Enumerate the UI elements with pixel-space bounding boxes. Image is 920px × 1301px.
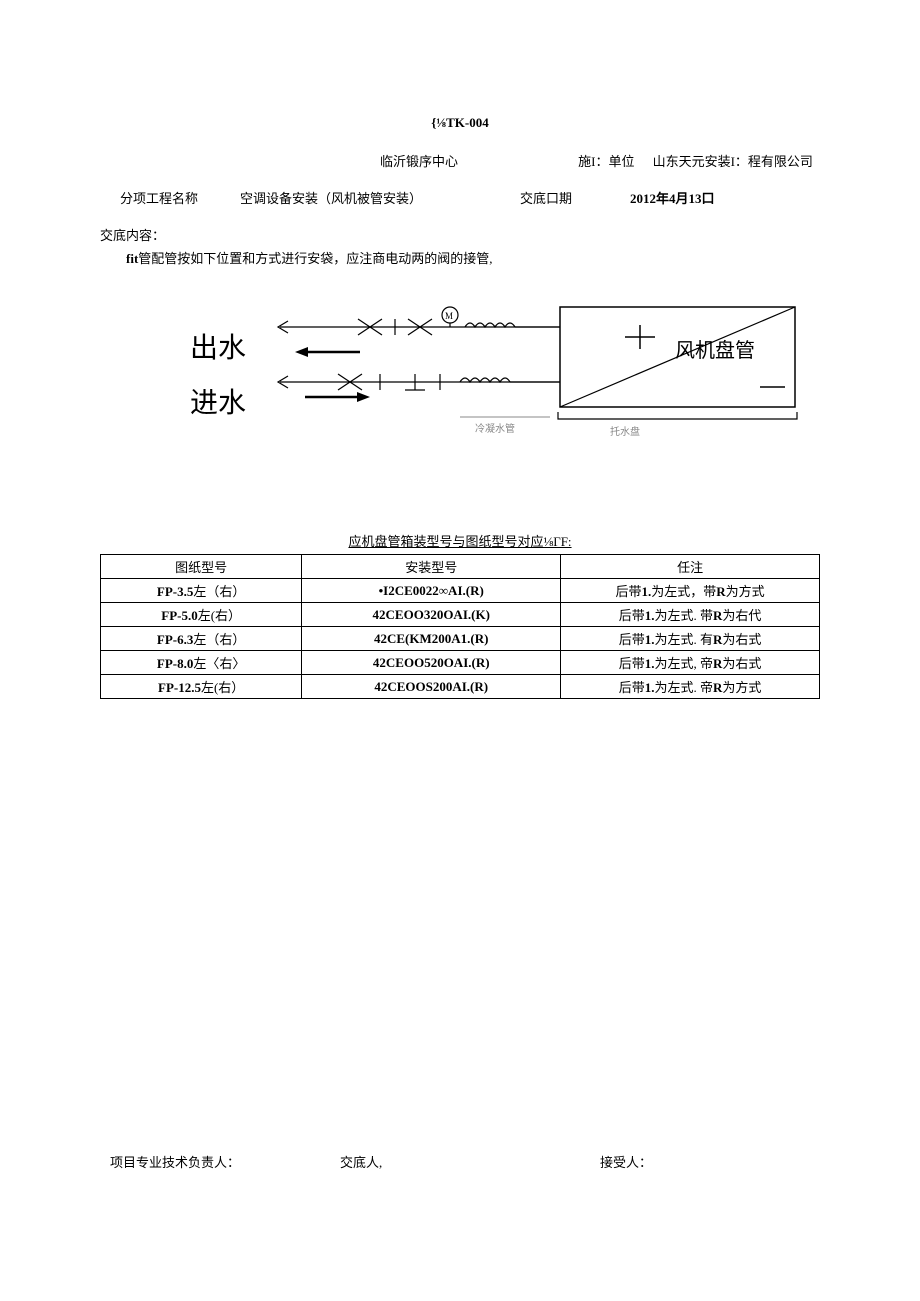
table-caption: 应机盘管箱装型号与图纸型号对应⅛ΓF: xyxy=(100,531,820,550)
out-water-label: 出水 xyxy=(190,332,246,364)
cell-install-model: 42CEOO520OAI.(R) xyxy=(302,651,561,675)
signature-row: 项目专业技术负责人： 交底人, 接受人： xyxy=(110,1152,820,1171)
cell-note: 后带1.为左式. 帝R为方式 xyxy=(561,675,820,699)
receiver-label: 接受人： xyxy=(600,1152,750,1171)
cell-drawing-model: FP-8.0左〈右〉 xyxy=(101,651,302,675)
th-drawing-model: 图纸型号 xyxy=(101,555,302,579)
content-rest: 管配管按如下位置和方式进行安袋，应注商电动两的阀的接管, xyxy=(138,251,492,266)
model-table: 图纸型号 安装型号 任注 FP-3.5左（右）•I2CE0022∞AI.(R)后… xyxy=(100,554,820,699)
th-note: 任注 xyxy=(561,555,820,579)
project-label: 分项工程名称 xyxy=(120,188,240,207)
cell-note: 后带1.为左式. 有R为右式 xyxy=(561,627,820,651)
table-row: FP-8.0左〈右〉42CEOO520OAI.(R)后带1.为左式, 帝R为右式 xyxy=(101,651,820,675)
svg-text:M: M xyxy=(445,311,453,321)
cell-note: 后带1.为左式. 带R为右代 xyxy=(561,603,820,627)
content-prefix: fit xyxy=(126,251,138,266)
cell-install-model: 42CEOOS200AI.(R) xyxy=(302,675,561,699)
table-header-row: 图纸型号 安装型号 任注 xyxy=(101,555,820,579)
cell-note: 后带1.为左式, 帝R为右式 xyxy=(561,651,820,675)
cell-note: 后带1.为左式，带R为方式 xyxy=(561,579,820,603)
header-row-2: 分项工程名称 空调设备安装（风机被管安装） 交底口期 2012年4月13口 xyxy=(100,188,820,207)
cell-install-model: 42CE(KM200A1.(R) xyxy=(302,627,561,651)
in-water-label: 进水 xyxy=(190,387,246,419)
th-install-model: 安装型号 xyxy=(302,555,561,579)
project-value: 空调设备安装（风机被管安装） xyxy=(240,188,520,207)
cell-install-model: •I2CE0022∞AI.(R) xyxy=(302,579,561,603)
content-text: fit管配管按如下位置和方式进行安袋，应注商电动两的阀的接管, xyxy=(100,248,820,267)
unit-label: 施I：单位 xyxy=(578,151,652,170)
cell-drawing-model: FP-12.5左(右） xyxy=(101,675,302,699)
cell-drawing-model: FP-6.3左（右） xyxy=(101,627,302,651)
tray-label: 托水盘 xyxy=(610,425,640,438)
cell-install-model: 42CEOO320OAI.(K) xyxy=(302,603,561,627)
header-row-1: 临沂锻序中心 施I：单位 山东天元安装I：程有限公司 xyxy=(100,151,820,170)
table-row: FP-12.5左(右）42CEOOS200AI.(R)后带1.为左式. 帝R为方… xyxy=(101,675,820,699)
table-row: FP-5.0左(右）42CEOO320OAI.(K)后带1.为左式. 带R为右代 xyxy=(101,603,820,627)
content-label: 交底内容： xyxy=(100,225,820,244)
handover-label: 交底人, xyxy=(340,1152,600,1171)
fan-coil-label: 风机盘管 xyxy=(675,339,755,362)
document-code: {⅛TK-004 xyxy=(100,115,820,131)
piping-diagram: 风机盘管 托水盘 M xyxy=(120,297,800,451)
center-title: 临沂锻序中心 xyxy=(380,151,538,170)
condensate-label: 冷凝水管 xyxy=(475,422,515,435)
table-row: FP-3.5左（右）•I2CE0022∞AI.(R)后带1.为左式，带R为方式 xyxy=(101,579,820,603)
date-label: 交底口期 xyxy=(520,188,630,207)
cell-drawing-model: FP-5.0左(右） xyxy=(101,603,302,627)
tech-lead-label: 项目专业技术负责人： xyxy=(110,1152,340,1171)
cell-drawing-model: FP-3.5左（右） xyxy=(101,579,302,603)
date-value: 2012年4月13口 xyxy=(630,188,715,207)
unit-value: 山东天元安装I：程有限公司 xyxy=(653,151,820,170)
table-row: FP-6.3左（右）42CE(KM200A1.(R)后带1.为左式. 有R为右式 xyxy=(101,627,820,651)
